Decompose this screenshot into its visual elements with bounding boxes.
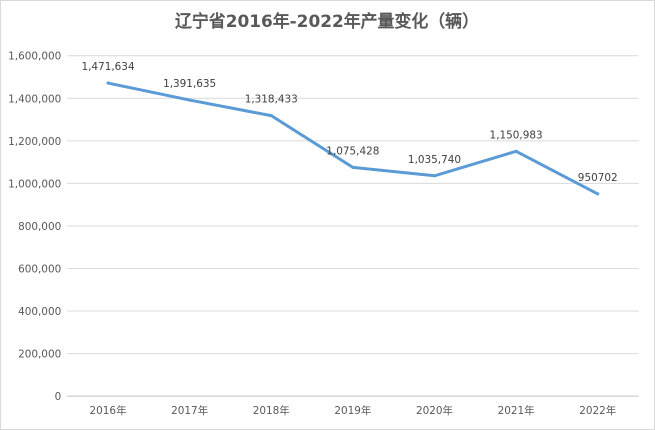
gridlines: [67, 55, 639, 397]
data-label: 1,391,635: [163, 78, 216, 90]
data-label: 950702: [578, 172, 618, 184]
data-point: [433, 174, 436, 178]
x-tick-label: 2020年: [416, 404, 453, 417]
y-tick-label: 1,000,000: [8, 178, 61, 190]
series-production: [106, 81, 600, 196]
data-label: 1,318,433: [245, 94, 298, 106]
data-point: [351, 165, 355, 169]
x-tick-label: 2019年: [334, 404, 371, 417]
data-label: 1,150,983: [490, 129, 543, 141]
x-tick-label: 2018年: [253, 404, 290, 417]
x-tick-label: 2017年: [171, 404, 208, 417]
y-tick-label: 400,000: [18, 306, 61, 318]
y-axis-tick-labels: 0 200,000 400,000 600,000 800,000 1,000,000 1,…: [8, 51, 61, 403]
data-labels: 1,471,634 1,391,635 1,318,433 1,075,428 1,03…: [81, 61, 617, 184]
y-tick-label: 1,200,000: [8, 136, 61, 148]
data-point: [514, 149, 518, 153]
data-label: 1,035,740: [408, 154, 461, 166]
data-point: [106, 81, 110, 85]
x-tick-label: 2022年: [579, 404, 616, 417]
y-tick-label: 1,600,000: [8, 51, 61, 63]
y-tick-label: 800,000: [18, 221, 61, 233]
data-point: [188, 98, 192, 102]
x-tick-label: 2016年: [90, 404, 127, 417]
data-label: 1,075,428: [326, 145, 379, 157]
chart-title: 辽宁省2016年-2022年产量变化（辆）: [175, 11, 479, 31]
y-tick-label: 200,000: [18, 349, 61, 361]
data-point: [596, 192, 600, 196]
y-tick-label: 600,000: [18, 263, 61, 275]
x-axis-tick-labels: 2016年 2017年 2018年 2019年 2020年 2021年 2022年: [90, 404, 617, 417]
data-label: 1,471,634: [81, 61, 134, 73]
x-tick-label: 2021年: [498, 404, 535, 417]
data-point: [269, 114, 273, 118]
y-tick-label: 0: [55, 391, 62, 403]
y-tick-label: 1,400,000: [8, 93, 61, 105]
